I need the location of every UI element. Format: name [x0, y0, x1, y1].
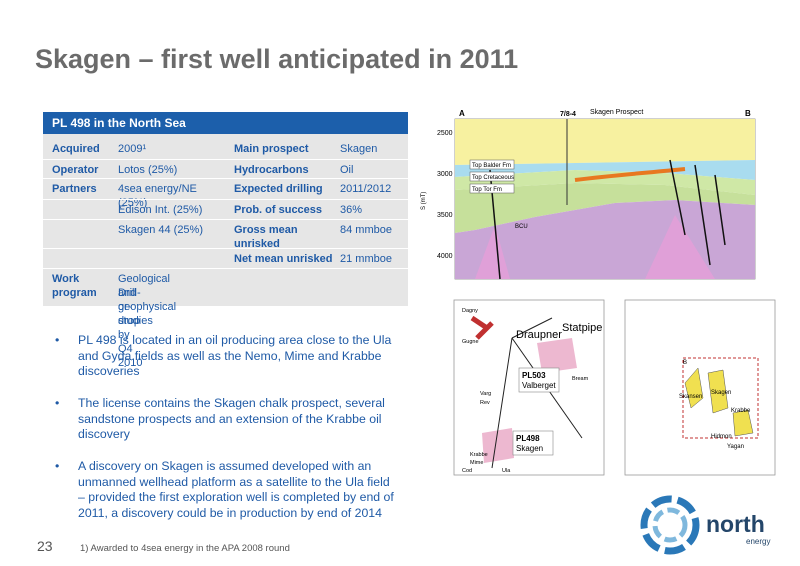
horizon-label: Top Tor Fm	[472, 187, 502, 193]
logo-mark	[640, 495, 700, 555]
map-label: Krabbe	[470, 452, 488, 458]
table-label: Expected drilling	[234, 183, 323, 195]
table-label: Work program	[52, 273, 97, 299]
table-cell: Drill-or-drop by Q4 2010	[118, 287, 143, 369]
table-value: 21 mmboe	[340, 253, 392, 265]
map-label: Bream	[572, 376, 589, 382]
horizon-box	[469, 171, 515, 182]
map-label: Rev	[480, 400, 490, 406]
map-label: B	[683, 360, 687, 366]
table-label: Hydrocarbons	[234, 164, 309, 176]
block-box	[518, 367, 560, 393]
depth-label: 3000	[437, 171, 453, 178]
table-label: Main prospect	[234, 143, 309, 155]
table-value: 2011/2012	[340, 183, 392, 195]
table-label: Prob. of success	[234, 204, 323, 216]
map-label: Ula	[502, 468, 511, 474]
row-separator	[43, 199, 408, 200]
prospect-label: Skagen Prospect	[590, 109, 643, 116]
table-label: Acquired	[52, 143, 100, 155]
block-name: PL503	[522, 371, 546, 380]
table-value: Oil	[340, 164, 354, 176]
bullet-text: The license contains the Skagen chalk pr…	[78, 396, 385, 441]
block-sub: Valberget	[522, 381, 556, 390]
table-value: 36%	[340, 204, 363, 216]
map-label: Hidmon	[711, 434, 732, 440]
page-number: 23	[37, 538, 53, 554]
table-value: 84 mmboe	[340, 224, 392, 236]
horizon-box	[469, 159, 515, 170]
map-right: B Skansen Skagen Krabbe Hidmon Yagan	[624, 299, 776, 476]
map-label: Dagny	[462, 308, 478, 314]
bullet-item: • A discovery on Skagen is assumed develo…	[55, 459, 395, 521]
horizon-label: Top Balder Fm	[472, 163, 511, 169]
map-label: Skagen	[711, 390, 731, 396]
table-label: Partners	[52, 183, 97, 195]
depth-label: 4000	[437, 253, 453, 260]
block-name: PL498	[516, 434, 540, 443]
table-label: Operator	[52, 164, 99, 176]
table-label: Net mean unrisked	[234, 253, 333, 265]
map-label: Skansen	[679, 394, 702, 400]
logo-name: north	[706, 511, 765, 537]
axis-label: S (mT)	[421, 192, 427, 210]
footnote: 1) Awarded to 4sea energy in the APA 200…	[80, 543, 290, 554]
section-label: A	[459, 109, 465, 118]
bullet-text: A discovery on Skagen is assumed develop…	[78, 459, 394, 520]
table-label: Gross mean unrisked	[234, 224, 298, 250]
table-value: 2009¹	[118, 143, 147, 155]
table-title: PL 498 in the North Sea	[43, 112, 408, 134]
slide-title: Skagen – first well anticipated in 2011	[35, 44, 519, 74]
bullet-text: PL 498 is located in an oil producing ar…	[78, 333, 392, 378]
depth-label: 3500	[437, 212, 453, 219]
bullet-dot: •	[55, 396, 60, 410]
bullet-dot: •	[55, 333, 60, 347]
row-separator	[43, 219, 408, 220]
table-value: Skagen 44 (25%)	[118, 224, 203, 236]
map-label: Statpipe	[562, 322, 602, 334]
table-value: Lotos (25%)	[118, 164, 178, 176]
horizon-label: BCU	[515, 224, 528, 230]
block-sub: Skagen	[516, 444, 543, 453]
logo-sub: energy	[746, 537, 771, 546]
horizon-label: Top Cretaceous	[472, 175, 514, 181]
info-table	[43, 112, 408, 306]
depth-label: 2500	[437, 130, 453, 137]
map-label: Gugne	[462, 339, 479, 345]
map-label: Krabbe	[731, 408, 751, 414]
row-separator	[43, 248, 408, 249]
row-separator	[43, 178, 408, 179]
row-separator	[43, 268, 408, 269]
bullet-item: • PL 498 is located in an oil producing a…	[55, 333, 395, 380]
table-cell: Geological and geophysical studies	[118, 273, 177, 327]
map-label: Cod	[462, 468, 472, 474]
table-value: 4sea energy/NE (25%)	[118, 183, 197, 209]
table-value: Skagen	[340, 143, 378, 155]
block-box	[512, 430, 554, 456]
cross-section: A B 7/8-4 Skagen Prospect S (mT) 2500 300…	[421, 109, 756, 280]
bullet-item: • The license contains the Skagen chalk p…	[55, 396, 395, 443]
well-label: 7/8-4	[560, 111, 576, 118]
row-separator	[43, 159, 408, 160]
map-label: Draupner	[516, 329, 562, 341]
horizon-box	[469, 183, 515, 194]
table-value: Edison Int. (25%)	[118, 204, 203, 216]
section-label: B	[745, 109, 751, 118]
map-label: Varg	[480, 391, 491, 397]
map-label: Mime	[470, 460, 483, 466]
bullet-dot: •	[55, 459, 60, 473]
map-label: Yagan	[727, 444, 744, 450]
